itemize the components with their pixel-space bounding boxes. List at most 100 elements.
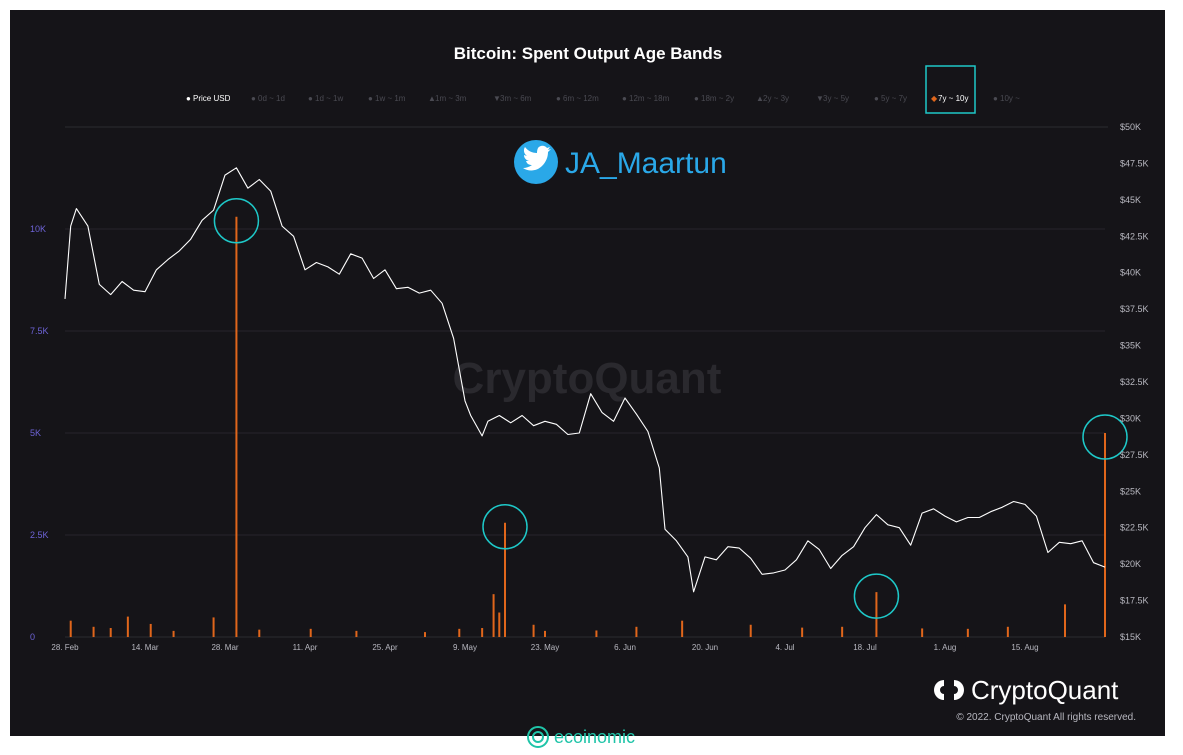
legend-item-13[interactable]: 10y ~ (1000, 94, 1020, 103)
x-tick-label: 28. Mar (211, 643, 238, 652)
legend-item-4[interactable]: 1m ~ 3m (435, 94, 467, 103)
legend: ● Price USD ● 0d ~ 1d ● 1d ~ 1w ● 1w ~ 1m ▲ 1m ~ … (186, 65, 1020, 114)
legend-item-8[interactable]: 18m ~ 2y (701, 94, 734, 103)
bar (109, 628, 112, 637)
legend-marker-7: ● (622, 94, 627, 103)
right-tick-label: $50K (1120, 122, 1141, 132)
right-tick-label: $22.5K (1120, 523, 1149, 533)
x-tick-label: 25. Apr (372, 643, 398, 652)
bar (69, 620, 72, 637)
right-tick-label: $17.5K (1120, 596, 1149, 606)
legend-item-3[interactable]: 1w ~ 1m (375, 94, 406, 103)
legend-marker-1: ● (251, 94, 256, 103)
x-axis: 28. Feb 14. Mar 28. Mar 11. Apr 25. Apr 9. Ma… (51, 643, 1038, 652)
cryptoquant-logo-icon (934, 680, 964, 700)
bar (966, 628, 969, 637)
right-tick-label: $45K (1120, 195, 1141, 205)
price-line (64, 167, 1106, 593)
legend-marker-13: ● (993, 94, 998, 103)
bar (875, 592, 878, 637)
legend-marker-5: ▼ (493, 94, 501, 103)
bar (681, 620, 684, 637)
footer-badge: ecoinomic (520, 722, 680, 750)
bar (1006, 626, 1009, 637)
copyright-text: © 2022. CryptoQuant All rights reserved. (956, 712, 1136, 723)
right-tick-label: $25K (1120, 486, 1141, 496)
bar (92, 626, 95, 637)
right-tick-label: $27.5K (1120, 450, 1149, 460)
right-tick-label: $32.5K (1120, 377, 1149, 387)
legend-item-12[interactable]: 7y ~ 10y (938, 94, 968, 103)
x-tick-label: 18. Jul (853, 643, 877, 652)
legend-item-7[interactable]: 12m ~ 18m (629, 94, 670, 103)
right-tick-label: $40K (1120, 268, 1141, 278)
footer-site: ecoinomic (554, 727, 635, 747)
legend-marker-11: ● (874, 94, 879, 103)
bar (309, 628, 312, 637)
right-axis: $15K $17.5K $20K $22.5K $25K $27.5K $30K $32.5K… (1120, 122, 1149, 642)
legend-marker-10: ▼ (816, 94, 824, 103)
legend-item-2[interactable]: 1d ~ 1w (315, 94, 343, 103)
legend-item-1[interactable]: 0d ~ 1d (258, 94, 285, 103)
right-tick-label: $37.5K (1120, 304, 1149, 314)
chart-title: Bitcoin: Spent Output Age Bands (454, 44, 723, 63)
bar (544, 630, 546, 637)
x-tick-label: 28. Feb (51, 643, 79, 652)
twitter-bird-icon (514, 140, 558, 184)
legend-marker-12: ◆ (931, 94, 938, 103)
bar (841, 626, 844, 637)
legend-marker-2: ● (308, 94, 313, 103)
bar (492, 594, 495, 637)
legend-marker-4: ▲ (428, 94, 436, 103)
left-tick-label: 10K (30, 224, 46, 234)
highlight-circle (482, 504, 528, 550)
bar (635, 626, 638, 637)
x-tick-label: 15. Aug (1011, 643, 1038, 652)
legend-item-9[interactable]: 2y ~ 3y (763, 94, 789, 103)
x-tick-label: 9. May (453, 643, 477, 652)
legend-item-6[interactable]: 6m ~ 12m (563, 94, 599, 103)
legend-item-10[interactable]: 3y ~ 5y (823, 94, 849, 103)
bar (801, 627, 804, 637)
legend-marker-6: ● (556, 94, 561, 103)
twitter-badge: JA_Maartun (514, 140, 727, 184)
bar (532, 624, 535, 637)
legend-item-11[interactable]: 5y ~ 7y (881, 94, 907, 103)
bar (749, 624, 752, 637)
legend-item-5[interactable]: 3m ~ 6m (500, 94, 532, 103)
grid-lines (65, 228, 1105, 638)
highlight-circle (853, 573, 900, 619)
bar (355, 630, 358, 637)
x-tick-label: 11. Apr (293, 643, 318, 652)
highlight-circle (213, 198, 260, 244)
bar (921, 628, 924, 637)
right-tick-label: $47.5K (1120, 158, 1149, 168)
watermark: CryptoQuant (453, 354, 722, 403)
chart-canvas: Bitcoin: Spent Output Age Bands ● Price U… (30, 44, 1149, 723)
left-tick-label: 5K (30, 428, 41, 438)
twitter-handle: JA_Maartun (565, 147, 727, 180)
legend-highlight-box (925, 65, 976, 114)
legend-marker-0: ● (186, 94, 191, 103)
x-tick-label: 14. Mar (131, 643, 158, 652)
bar (126, 616, 129, 637)
chart-panel: Bitcoin: Spent Output Age Bands ● Price U… (10, 10, 1165, 736)
bar-series-7y-10y (69, 216, 1106, 637)
x-tick-label: 4. Jul (775, 643, 794, 652)
bar (498, 612, 501, 637)
legend-marker-3: ● (368, 94, 373, 103)
bar (504, 522, 506, 637)
legend-item-0[interactable]: Price USD (193, 94, 231, 103)
highlight-circle (1082, 414, 1128, 460)
brand-block: CryptoQuant © 2022. CryptoQuant All righ… (934, 675, 1136, 723)
left-tick-label: 2.5K (30, 530, 49, 540)
x-tick-label: 20. Jun (692, 643, 718, 652)
brand-name: CryptoQuant (971, 675, 1119, 705)
bar (235, 216, 238, 637)
bar (149, 623, 152, 637)
left-tick-label: 0 (30, 632, 35, 642)
legend-marker-8: ● (694, 94, 699, 103)
bar (172, 630, 175, 637)
right-tick-label: $42.5K (1120, 231, 1149, 241)
bar (458, 628, 461, 637)
